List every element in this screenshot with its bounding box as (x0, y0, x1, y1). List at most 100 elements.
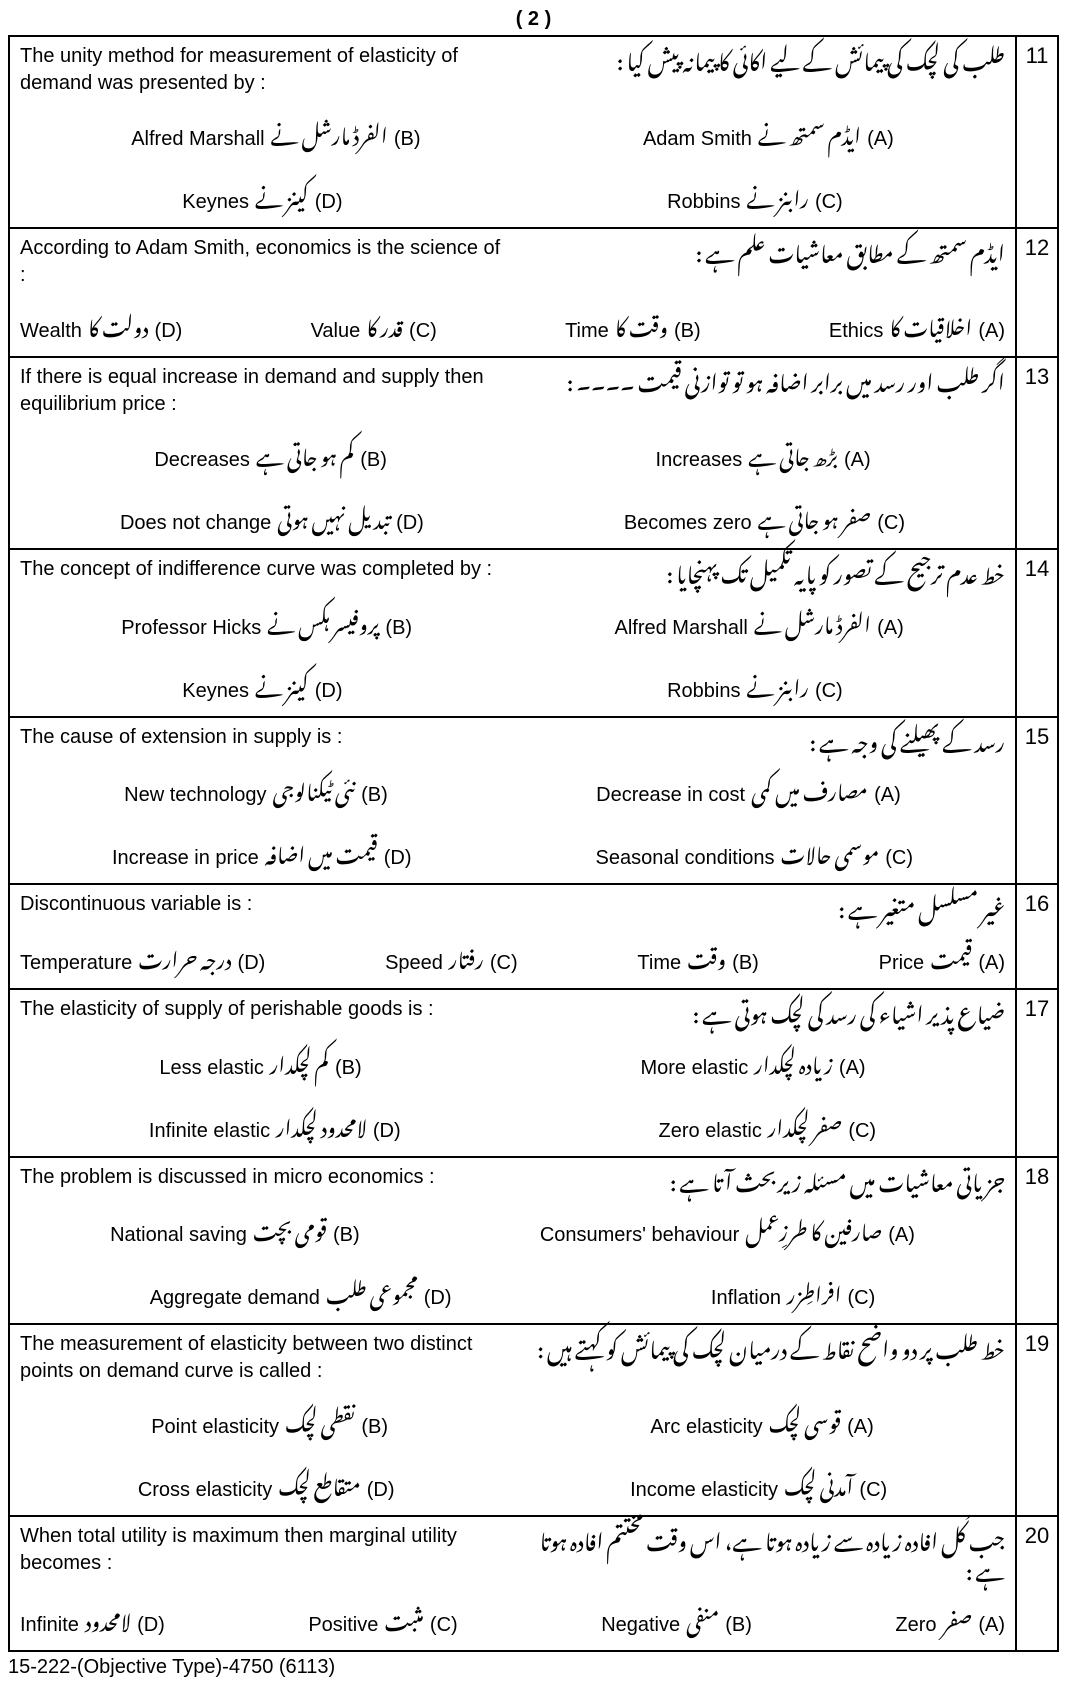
option-letter: (B) (394, 128, 421, 151)
question-body: The problem is discussed in micro econom… (9, 1157, 1016, 1325)
option: Arc elasticity قوسی لچک (A) (650, 1393, 873, 1446)
option-english: Less elastic (159, 1057, 264, 1080)
option-urdu: کینز نے (255, 657, 309, 710)
option-english: New technology (124, 784, 266, 807)
question-stem-english: The concept of indifference curve was co… (20, 556, 513, 583)
option-urdu: صفر (943, 1591, 973, 1644)
option: Consumers' behaviour صارفین کا طرزِعمل (A) (540, 1201, 915, 1254)
question-stem-urdu: ایڈم سمتھ کے مطابق معاشیات علم ہے : (513, 235, 1006, 265)
question-row: When total utility is maximum then margi… (9, 1516, 1058, 1650)
question-stem-urdu: جزیاتی معاشیات میں مسئلہ زیربحث آتا ہے : (513, 1164, 1006, 1194)
option-urdu: کم لچکدار (270, 1034, 329, 1087)
option-english: Becomes zero (624, 512, 752, 535)
option-letter: (D) (155, 320, 183, 343)
option-urdu: وقت (687, 929, 726, 982)
option-urdu: لامحدود لچکدار (276, 1097, 367, 1150)
question-stem-english: The problem is discussed in micro econom… (20, 1164, 513, 1191)
option-urdu: کینز نے (255, 168, 309, 221)
option: Alfred Marshallالفرڈ مارشل نے(B) (131, 105, 420, 158)
option-letter: (C) (430, 1614, 458, 1637)
option-urdu: افراطِزر (787, 1264, 842, 1317)
option-urdu: تبدیل نہیں ہوتی (277, 489, 390, 542)
option-letter: (A) (888, 1224, 915, 1247)
option-letter: (C) (848, 1287, 876, 1310)
option-letter: (A) (847, 1416, 874, 1439)
option-letter: (D) (396, 512, 424, 535)
option: Increasesبڑھ جاتی ہے(A) (656, 426, 871, 479)
option-urdu: بڑھ جاتی ہے (748, 426, 838, 479)
option-urdu: آمدنی لچک (784, 1456, 853, 1509)
option-letter: (C) (815, 680, 843, 703)
question-number: 20 (1016, 1516, 1058, 1650)
question-stem-english: The measurement of elasticity between tw… (20, 1331, 513, 1385)
option: Zeroصفر(A) (895, 1591, 1005, 1644)
option-letter: (A) (839, 1057, 866, 1080)
option-letter: (C) (859, 1479, 887, 1502)
option-urdu: دولت کا (88, 297, 149, 350)
page-number: ( 2 ) (8, 8, 1059, 31)
option-letter: (D) (424, 1287, 452, 1310)
question-row: If there is equal increase in demand and… (9, 357, 1058, 549)
option-letter: (B) (674, 320, 701, 343)
option-english: Time (637, 952, 681, 975)
option-english: Positive (308, 1614, 378, 1637)
question-number: 18 (1016, 1157, 1058, 1325)
option-urdu: قیمت میں اضافہ (265, 824, 378, 877)
question-row: The concept of indifference curve was co… (9, 549, 1058, 717)
option: Alfred Marshallالفرڈ مارشل نے(A) (615, 594, 904, 647)
question-stem-english: If there is equal increase in demand and… (20, 364, 513, 418)
option-english: Consumers' behaviour (540, 1224, 739, 1247)
question-number: 13 (1016, 357, 1058, 549)
options-grid: New technologyنئی ٹیکنالوجی(B)Decrease i… (20, 761, 1005, 877)
question-body: The unity method for measurement of elas… (9, 36, 1016, 228)
question-body: When total utility is maximum then margi… (9, 1516, 1016, 1650)
option-urdu: درجہ حرارت (138, 929, 231, 982)
option-english: Infinite (20, 1614, 79, 1637)
question-stem-urdu: جب کُل افادہ زیادہ سے زیادہ ہوتا ہے، اس … (513, 1523, 1006, 1582)
question-number: 11 (1016, 36, 1058, 228)
option-english: Ethics (829, 320, 883, 343)
option: Infiniteلامحدود(D) (20, 1591, 165, 1644)
footer-text: 15-222-(Objective Type)-4750 (6113) (8, 1656, 1059, 1679)
option-urdu: مصارف میں کمی (751, 761, 868, 814)
options-grid: Professor Hicksپروفیسر ہکس نے(B)Alfred M… (20, 594, 1005, 710)
question-body: The elasticity of supply of perishable g… (9, 989, 1016, 1157)
option-english: Zero elastic (658, 1120, 761, 1143)
questions-table: The unity method for measurement of elas… (8, 35, 1059, 1652)
option-urdu: قوسی لچک (769, 1393, 841, 1446)
question-number: 12 (1016, 228, 1058, 357)
question-stem-urdu: غیر مسلسل متغیر ہے : (513, 891, 1006, 921)
option-letter: (D) (238, 952, 266, 975)
options-grid: Wealthدولت کا(D)Valueقدر کا(C)Timeوقت کا… (20, 297, 1005, 350)
option-english: Keynes (182, 191, 249, 214)
option-letter: (C) (885, 847, 913, 870)
option: Keynesکینز نے(D) (182, 657, 342, 710)
option: Ethicsاخلاقیات کا(A) (829, 297, 1005, 350)
option: Wealthدولت کا(D) (20, 297, 182, 350)
option-english: Professor Hicks (121, 617, 261, 640)
option-english: Alfred Marshall (615, 617, 748, 640)
option: Decrease in costمصارف میں کمی(A) (596, 761, 901, 814)
question-stem-urdu: اگر طلب اور رسد میں برابر اضافہ ہو تو تو… (513, 364, 1006, 394)
option-english: Speed (385, 952, 443, 975)
option-urdu: صارفین کا طرزِعمل (745, 1201, 882, 1254)
option: Speedرفتار(C) (385, 929, 518, 982)
option-letter: (D) (315, 680, 343, 703)
option-urdu: قیمت (930, 929, 972, 982)
options-grid: Temperature درجہ حرارت (D) Speedرفتار(C) Tim… (20, 929, 1005, 982)
option-english: Arc elasticity (650, 1416, 762, 1439)
option-urdu: ایڈم سمتھ نے (758, 105, 861, 158)
option-urdu: پروفیسر ہکس نے (267, 594, 379, 647)
option: Less elasticکم لچکدار(B) (159, 1034, 361, 1087)
options-grid: Alfred Marshallالفرڈ مارشل نے(B)Adam Smi… (20, 105, 1005, 221)
option-english: Temperature (20, 952, 132, 975)
question-stem-urdu: رسد کے پھیلنے کی وجہ ہے : (513, 724, 1006, 754)
option-urdu: صفر ہو جاتی ہے (758, 489, 872, 542)
option-urdu: وقت کا (615, 297, 668, 350)
option-english: Inflation (711, 1287, 781, 1310)
option-english: Increases (656, 449, 743, 472)
option: Negativeمنفی(B) (601, 1591, 752, 1644)
option-english: Alfred Marshall (131, 128, 264, 151)
option: Income elasticity آمدنی لچک (C) (630, 1456, 887, 1509)
option-english: Income elasticity (630, 1479, 778, 1502)
